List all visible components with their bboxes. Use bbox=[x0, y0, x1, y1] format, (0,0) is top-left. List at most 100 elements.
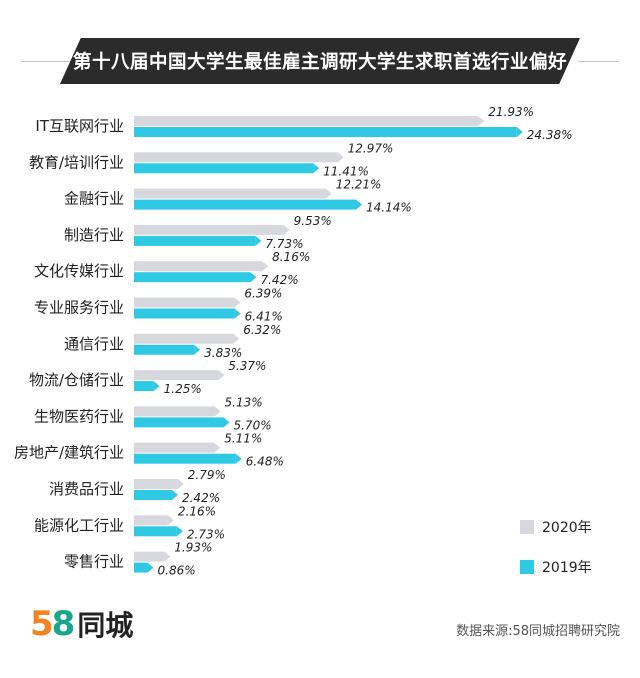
bar-tip bbox=[153, 381, 160, 392]
title-rule-left bbox=[22, 61, 72, 62]
bar-2019 bbox=[134, 526, 177, 537]
data-label: 0.86% bbox=[158, 564, 196, 578]
data-label: 9.53% bbox=[294, 214, 332, 228]
data-label: 6.41% bbox=[245, 310, 283, 324]
bar-tip bbox=[214, 406, 221, 417]
category-label: 教育/培训行业 bbox=[29, 153, 124, 171]
bar-2019 bbox=[134, 127, 517, 137]
category-label: 房地产/建筑行业 bbox=[14, 444, 124, 462]
data-label: 6.39% bbox=[244, 287, 282, 301]
logo-text: 同城 bbox=[77, 609, 134, 642]
bar-2020 bbox=[134, 224, 284, 235]
logo-digit-8: 8 bbox=[51, 604, 76, 644]
bar-tip bbox=[233, 333, 240, 344]
bar-tip bbox=[283, 224, 290, 235]
bar-2020 bbox=[134, 515, 168, 526]
title-banner: 第十八届中国大学生最佳雇主调研大学生求职首选行业偏好 bbox=[0, 38, 640, 84]
category-label: 专业服务行业 bbox=[34, 299, 124, 317]
data-label: 1.93% bbox=[174, 541, 212, 555]
data-label: 2.79% bbox=[188, 468, 226, 482]
category-label: 能源化工行业 bbox=[34, 516, 124, 534]
category-label: 生物医药行业 bbox=[34, 407, 124, 425]
data-label: 11.41% bbox=[323, 164, 369, 178]
bar-2019 bbox=[134, 417, 224, 428]
bar-2020 bbox=[134, 152, 338, 163]
bar-chart: IT互联网行业 21.93% 24.38% 教育/培训行业 12.97% 11.41% 金融… bbox=[14, 105, 592, 578]
bar-tip bbox=[262, 261, 269, 272]
data-label: 5.11% bbox=[224, 432, 262, 446]
bar-2019 bbox=[134, 308, 235, 319]
bar-2019 bbox=[134, 344, 195, 355]
bar-tip bbox=[516, 127, 523, 137]
data-label: 5.70% bbox=[233, 418, 271, 432]
data-label: 5.13% bbox=[225, 395, 263, 409]
bar-tip bbox=[313, 163, 320, 174]
data-label: 24.38% bbox=[527, 128, 573, 142]
bar-2020 bbox=[134, 116, 479, 126]
category-label: 零售行业 bbox=[64, 553, 124, 571]
bar-2019 bbox=[134, 453, 236, 464]
category-label: 消费品行业 bbox=[49, 480, 124, 498]
bar-2020 bbox=[134, 479, 178, 489]
bar-2019 bbox=[134, 199, 356, 210]
legend-label-2019: 2019年 bbox=[542, 560, 592, 576]
bar-2019 bbox=[134, 381, 154, 392]
bar-tip bbox=[355, 199, 362, 210]
data-source: 数据来源:58同城招聘研究院 bbox=[456, 624, 620, 639]
data-label: 14.14% bbox=[366, 201, 412, 215]
data-label: 8.16% bbox=[272, 250, 310, 264]
data-label: 5.37% bbox=[228, 359, 266, 373]
category-label: IT互联网行业 bbox=[35, 117, 124, 135]
bar-tip bbox=[235, 453, 242, 464]
bar-tip bbox=[214, 442, 221, 453]
bar-2020 bbox=[134, 333, 234, 344]
bar-tip bbox=[218, 370, 225, 381]
logo-digit-5: 5 bbox=[30, 604, 54, 644]
data-label: 12.97% bbox=[348, 141, 394, 155]
legend-swatch-2020 bbox=[520, 520, 534, 534]
data-label: 2.73% bbox=[187, 527, 225, 541]
data-label: 6.32% bbox=[243, 323, 281, 337]
bar-tip bbox=[176, 526, 183, 537]
data-label: 3.83% bbox=[204, 346, 242, 360]
bar-2020 bbox=[134, 188, 326, 199]
data-label: 21.93% bbox=[488, 105, 534, 119]
bar-tip bbox=[250, 272, 257, 283]
category-label: 制造行业 bbox=[64, 226, 124, 244]
data-label: 7.73% bbox=[265, 237, 303, 251]
bars-group: IT互联网行业 21.93% 24.38% 教育/培训行业 12.97% 11.41% 金融… bbox=[14, 105, 573, 578]
bar-tip bbox=[177, 479, 184, 489]
bar-tip bbox=[164, 551, 171, 562]
bar-tip bbox=[478, 116, 485, 126]
bar-2019 bbox=[134, 163, 314, 174]
bar-tip bbox=[255, 235, 262, 246]
bar-tip bbox=[234, 308, 241, 319]
bar-2019 bbox=[134, 490, 172, 500]
bar-2020 bbox=[134, 442, 215, 453]
data-label: 1.25% bbox=[164, 382, 202, 396]
bar-2019 bbox=[134, 235, 256, 246]
logo-number: 58 bbox=[30, 604, 76, 644]
data-label: 12.21% bbox=[336, 178, 382, 192]
category-label: 通信行业 bbox=[64, 335, 124, 353]
bar-2019 bbox=[134, 562, 148, 573]
bar-tip bbox=[167, 515, 174, 526]
bar-tip bbox=[325, 188, 332, 199]
bar-2020 bbox=[134, 261, 263, 272]
bar-tip bbox=[194, 344, 201, 355]
bar-2020 bbox=[134, 551, 165, 562]
data-label: 6.48% bbox=[246, 455, 284, 469]
chart-title: 第十八届中国大学生最佳雇主调研大学生求职首选行业偏好 bbox=[60, 38, 580, 84]
footer: 58 同城 数据来源:58同城招聘研究院 bbox=[0, 600, 640, 678]
bar-2019 bbox=[134, 272, 251, 283]
bar-2020 bbox=[134, 297, 235, 308]
title-rule-right bbox=[578, 61, 618, 62]
bar-2020 bbox=[134, 370, 219, 381]
data-label: 2.16% bbox=[178, 504, 216, 518]
bar-2020 bbox=[134, 406, 215, 417]
category-label: 文化传媒行业 bbox=[34, 262, 124, 280]
bar-tip bbox=[147, 562, 154, 573]
bar-tip bbox=[171, 490, 178, 500]
legend-swatch-2019 bbox=[520, 560, 534, 574]
category-label: 物流/仓储行业 bbox=[29, 371, 124, 389]
